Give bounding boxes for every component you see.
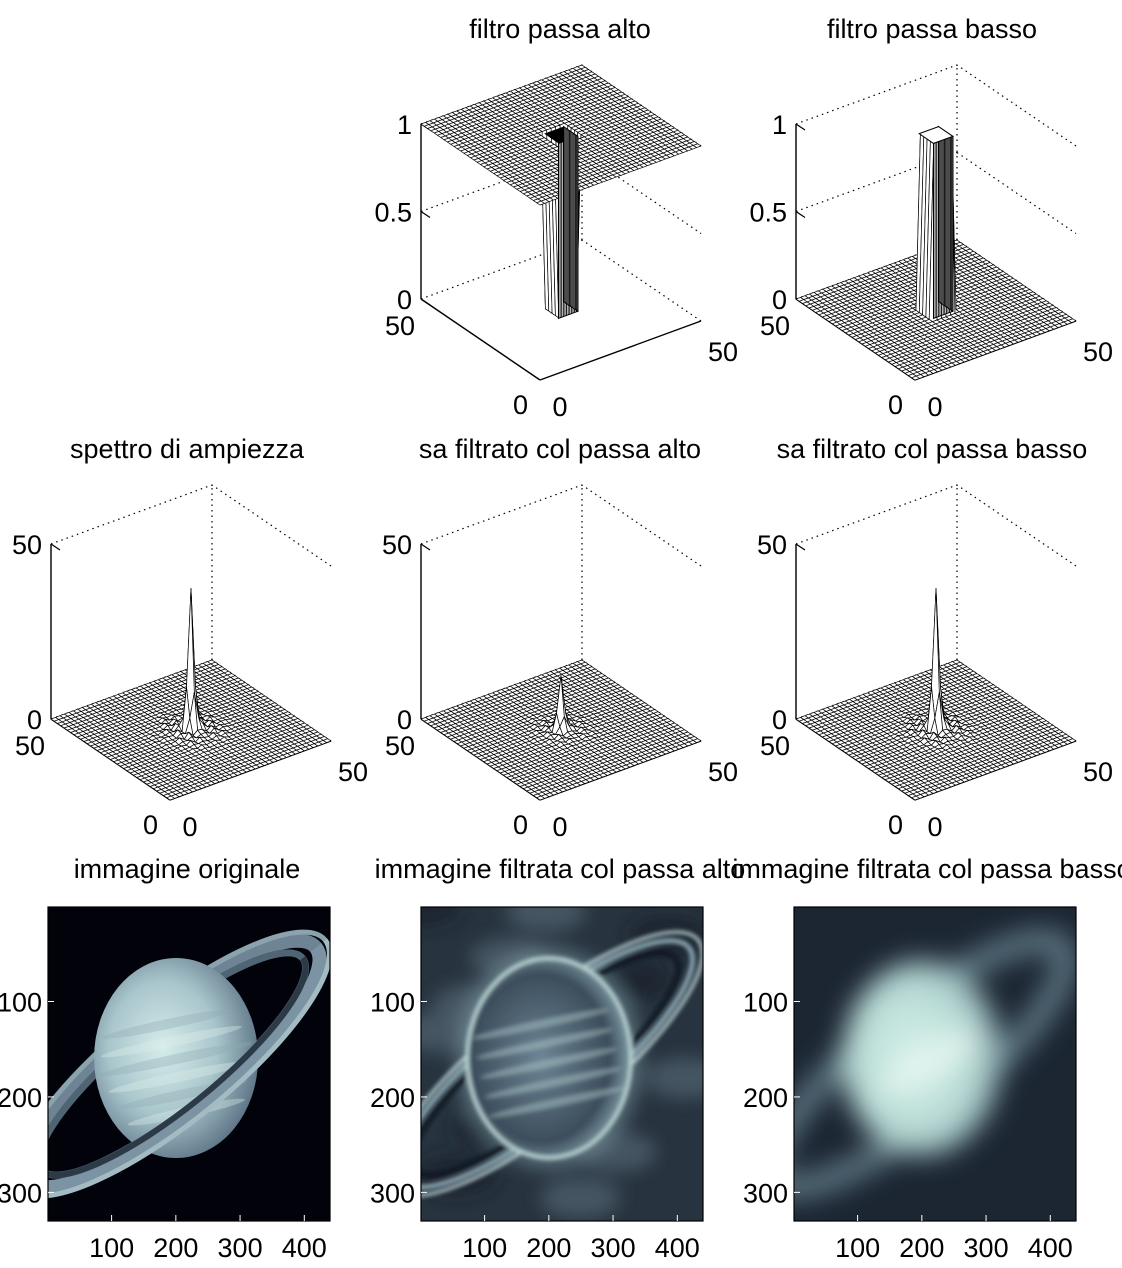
y-tick-label: 50 [385, 731, 415, 761]
y-tick-label: 300 [0, 1178, 42, 1208]
x-tick-label: 0 [182, 812, 197, 842]
x-tick-label: 0 [927, 812, 942, 842]
x-tick-label: 100 [835, 1233, 880, 1263]
x-tick-label: 100 [89, 1233, 134, 1263]
z-tick-mark [50, 543, 61, 551]
pillar-block [918, 125, 954, 320]
image-frame [420, 906, 704, 1222]
x-tick-label: 0 [552, 812, 567, 842]
y-tick-label: 300 [743, 1178, 788, 1208]
x-tick-label: 300 [218, 1233, 263, 1263]
x-tick-label: 50 [338, 757, 368, 787]
z-tick-label: 1 [397, 110, 412, 140]
x-tick-label: 400 [1028, 1233, 1073, 1263]
y-tick-label: 200 [0, 1083, 42, 1113]
chart-title: sa filtrato col passa basso [777, 434, 1088, 464]
surface-mesh [420, 659, 702, 801]
z-tick-label: 50 [382, 530, 412, 560]
y-tick-label: 200 [743, 1083, 788, 1113]
image-frame [47, 906, 331, 1222]
z-tick-mark [420, 298, 431, 306]
y-tick-label: 50 [760, 731, 790, 761]
x-tick-label: 300 [964, 1233, 1009, 1263]
x-tick-label: 200 [526, 1233, 571, 1263]
z-tick-label: 1 [772, 110, 787, 140]
z-tick-label: 50 [757, 530, 787, 560]
y-tick-label: 0 [143, 810, 158, 840]
chart-title: filtro passa alto [469, 14, 651, 44]
image-content [794, 907, 1076, 1221]
y-tick-label: 100 [0, 987, 42, 1017]
notch-block [544, 125, 579, 320]
chart-title: immagine filtrata col passa alto [375, 854, 746, 884]
y-tick-label: 50 [760, 311, 790, 341]
x-tick-label: 100 [462, 1233, 507, 1263]
x-tick-label: 50 [708, 337, 738, 367]
z-tick-label: 0 [397, 705, 412, 735]
image-content [421, 907, 703, 1221]
z-tick-label: 0 [772, 285, 787, 315]
x-tick-label: 200 [153, 1233, 198, 1263]
image-content [48, 907, 330, 1221]
image-frame [793, 906, 1077, 1222]
x-tick-label: 400 [655, 1233, 700, 1263]
z-tick-label: 0 [27, 705, 42, 735]
image-immagine-originale: immagine originale 100 200 300 400 100 200 300 [0, 854, 331, 1263]
x-tick-label: 0 [927, 392, 942, 422]
x-tick-label: 300 [591, 1233, 636, 1263]
z-tick-mark [795, 211, 806, 218]
x-tick-label: 50 [1083, 757, 1113, 787]
z-tick-label: 0 [772, 705, 787, 735]
z-tick-mark [420, 211, 431, 218]
z-tick-mark [795, 123, 806, 131]
surface-mesh [50, 588, 332, 801]
chart-title: spettro di ampiezza [70, 434, 305, 464]
y-tick-label: 100 [370, 987, 415, 1017]
z-tick-label: 0.5 [374, 198, 412, 228]
z-tick-label: 0 [397, 285, 412, 315]
x-tick-label: 400 [282, 1233, 327, 1263]
surface-mesh [795, 588, 1077, 801]
z-tick-label: 0.5 [749, 198, 787, 228]
chart-title: immagine originale [74, 854, 301, 884]
y-tick-label: 200 [370, 1083, 415, 1113]
y-tick-label: 100 [743, 987, 788, 1017]
chart-title: immagine filtrata col passa basso [732, 854, 1122, 884]
x-tick-label: 50 [1083, 337, 1113, 367]
y-tick-label: 50 [385, 311, 415, 341]
image-filtrata-passa-basso: immagine filtrata col passa basso 100 200 3… [732, 854, 1122, 1263]
z-tick-mark [420, 543, 431, 551]
x-tick-label: 50 [708, 757, 738, 787]
y-tick-label: 0 [513, 390, 528, 420]
chart-title: filtro passa basso [827, 14, 1037, 44]
chart-title: sa filtrato col passa alto [419, 434, 701, 464]
z-tick-label: 50 [12, 530, 42, 560]
x-tick-label: 0 [552, 392, 567, 422]
image-filtrata-passa-alto: immagine filtrata col passa alto 100 200 30… [370, 854, 746, 1263]
z-tick-mark [795, 543, 806, 551]
x-tick-label: 200 [899, 1233, 944, 1263]
y-tick-label: 0 [888, 810, 903, 840]
y-tick-label: 300 [370, 1178, 415, 1208]
y-tick-label: 0 [888, 390, 903, 420]
y-tick-label: 50 [15, 731, 45, 761]
y-tick-label: 0 [513, 810, 528, 840]
